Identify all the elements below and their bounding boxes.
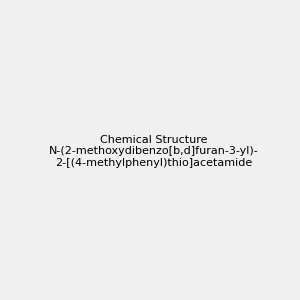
Text: Chemical Structure
N-(2-methoxydibenzo[b,d]furan-3-yl)-
2-[(4-methylphenyl)thio]: Chemical Structure N-(2-methoxydibenzo[b… xyxy=(49,135,259,168)
